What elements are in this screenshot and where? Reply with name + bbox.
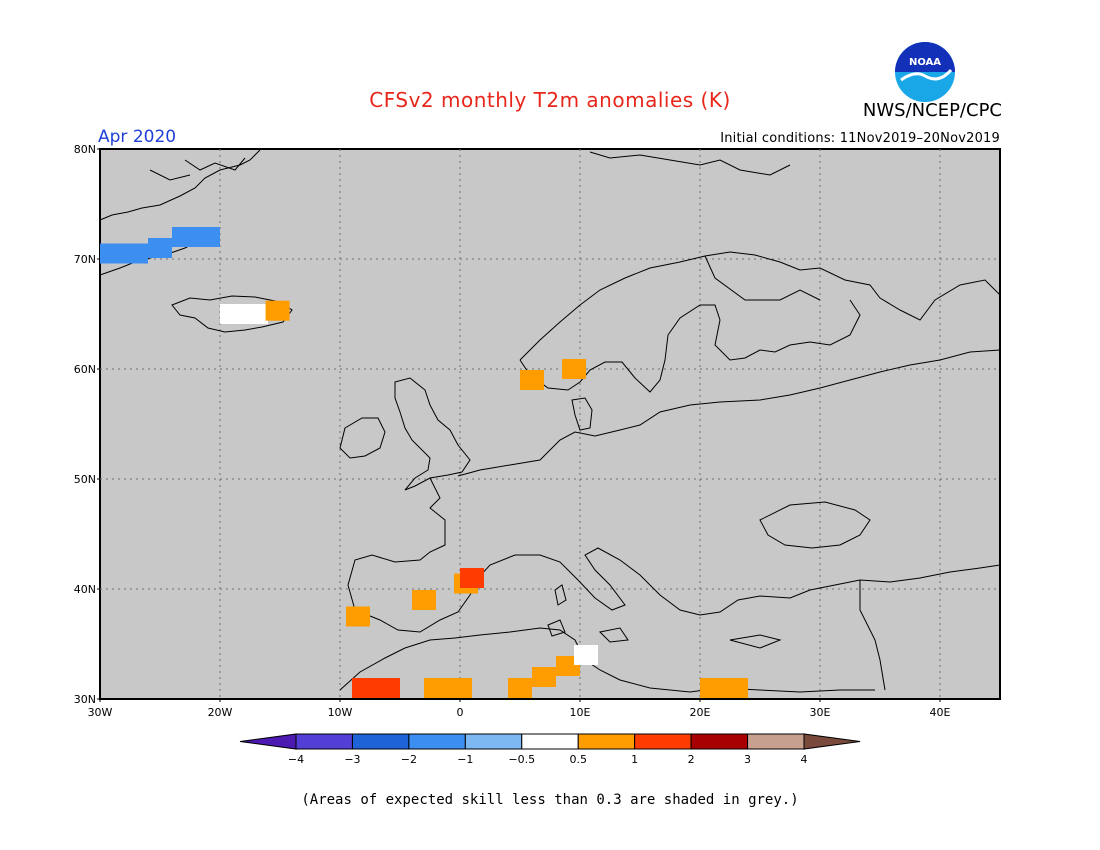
legend-arrow-high: [803, 733, 861, 750]
anomaly-cell: [100, 243, 124, 264]
legend-tick-label: 3: [744, 753, 751, 766]
anomaly-cell: [220, 304, 244, 324]
forecast-month: Apr 2020: [98, 127, 177, 147]
anomaly-cell: [508, 678, 532, 698]
anomaly-cell: [196, 227, 220, 247]
legend-tick-label: 1: [631, 753, 638, 766]
anomaly-cell: [244, 304, 268, 324]
lon-tick-label: 10W: [328, 706, 353, 719]
anomaly-cell: [424, 678, 448, 698]
anomaly-cell: [574, 645, 598, 665]
lon-tick-label: 30W: [88, 706, 113, 719]
anomaly-cell: [700, 678, 724, 698]
legend-tick-label: −4: [288, 753, 304, 766]
lat-tick-label: 60N: [74, 363, 96, 376]
anomaly-cells: [100, 227, 748, 698]
legend-tick-label: −3: [344, 753, 360, 766]
legend-swatch: [464, 733, 523, 750]
legend-tick-label: 4: [801, 753, 808, 766]
legend-swatch: [690, 733, 749, 750]
skill-footnote: (Areas of expected skill less than 0.3 a…: [301, 792, 799, 808]
noaa-logo: NOAA: [895, 42, 955, 102]
anomaly-cell: [172, 227, 196, 247]
anomaly-cell: [532, 667, 556, 687]
anomaly-cell: [352, 678, 376, 698]
legend-tick-label: −0.5: [508, 753, 535, 766]
anomaly-cell: [124, 243, 148, 264]
legend-ticks: −4 −3 −2 −1 −0.5 0.5 1 2 3 4: [288, 753, 808, 766]
legend-swatch: [577, 733, 636, 750]
legend-swatch: [521, 733, 579, 750]
anomaly-cell: [460, 568, 484, 588]
lat-tick-label: 70N: [74, 253, 96, 266]
legend-tick-label: 0.5: [569, 753, 587, 766]
noaa-logo-text: NOAA: [909, 57, 941, 68]
legend-swatch: [634, 733, 692, 750]
legend-tick-label: −2: [401, 753, 417, 766]
lat-tick-label: 40N: [74, 583, 96, 596]
chart-title: CFSv2 monthly T2m anomalies (K): [369, 88, 731, 112]
lon-tick-label: 10E: [570, 706, 591, 719]
anomaly-cell: [412, 590, 436, 610]
lon-tick-label: 40E: [930, 706, 951, 719]
anomaly-cell: [265, 300, 290, 321]
legend-swatch: [747, 733, 805, 750]
lat-tick-label: 30N: [74, 693, 96, 706]
legend-arrow-low: [239, 733, 297, 750]
anomaly-cell: [376, 678, 400, 698]
anomaly-cell: [346, 606, 370, 627]
lat-tick-label: 50N: [74, 473, 96, 486]
legend-swatch: [295, 733, 353, 750]
anomaly-cell: [448, 678, 472, 698]
lon-tick-label: 30E: [810, 706, 831, 719]
lon-tick-label: 0: [457, 706, 464, 719]
anomaly-cell: [562, 359, 586, 379]
agency-label: NWS/NCEP/CPC: [862, 100, 1002, 121]
lon-tick-label: 20E: [690, 706, 711, 719]
anomaly-cell: [148, 238, 172, 258]
map-background: [99, 148, 1001, 700]
axis-labels: 30N 40N 50N 60N 70N 80N 30W 20W 10W 0 10E 20E 30E 40E: [74, 143, 951, 719]
legend-boxes: [239, 733, 861, 750]
anomaly-cell: [520, 370, 544, 390]
legend-swatch: [408, 733, 466, 750]
legend-swatch: [351, 733, 410, 750]
lon-tick-label: 20W: [208, 706, 233, 719]
legend-tick-label: −1: [457, 753, 473, 766]
initial-conditions: Initial conditions: 11Nov2019–20Nov2019: [720, 131, 1000, 146]
anomaly-cell: [724, 678, 748, 698]
legend-tick-label: 2: [688, 753, 695, 766]
lat-tick-label: 80N: [74, 143, 96, 156]
